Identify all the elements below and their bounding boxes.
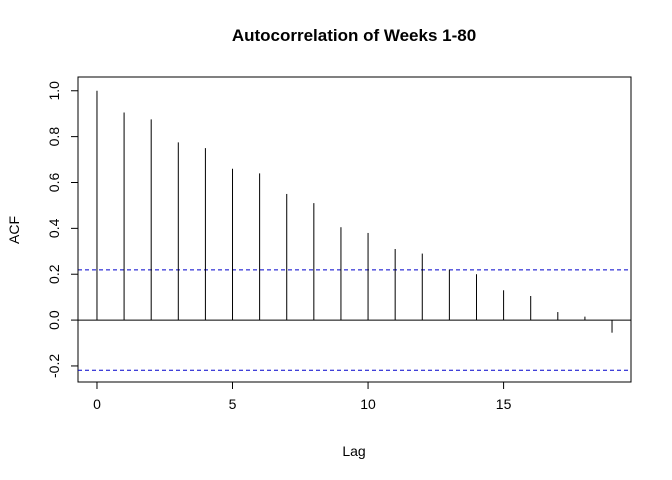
y-tick-label: 0.6 <box>46 173 62 193</box>
y-tick-label: -0.2 <box>46 354 62 378</box>
y-tick-label: 0.4 <box>46 218 62 238</box>
chart-title: Autocorrelation of Weeks 1-80 <box>232 26 476 45</box>
y-tick-label: 0.2 <box>46 264 62 284</box>
x-tick-label: 0 <box>93 396 101 412</box>
y-tick-label: 0.8 <box>46 127 62 147</box>
plot-frame <box>77 76 632 383</box>
x-axis-label: Lag <box>342 443 365 459</box>
y-tick-label: 1.0 <box>46 81 62 101</box>
x-tick-label: 5 <box>229 396 237 412</box>
y-tick-label: 0.0 <box>46 310 62 330</box>
x-tick-label: 10 <box>360 396 376 412</box>
y-axis-label: ACF <box>6 216 22 244</box>
x-tick-label: 15 <box>496 396 512 412</box>
